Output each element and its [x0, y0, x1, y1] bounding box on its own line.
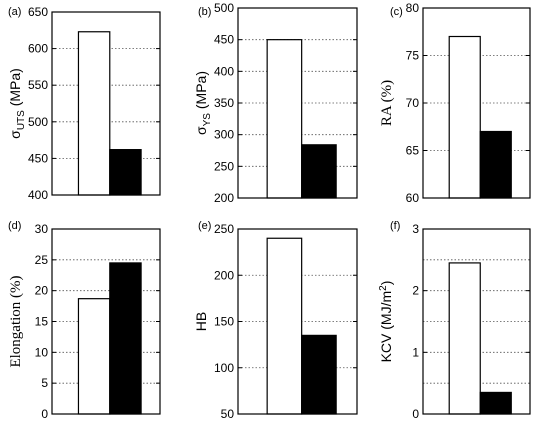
- y-tick-label: 150: [214, 315, 234, 329]
- y-tick-label: 50: [221, 407, 235, 421]
- y-tick-label: 650: [28, 5, 48, 19]
- bar-2: [109, 262, 142, 415]
- y-tick-label: 3: [412, 222, 419, 236]
- y-tick-label: 550: [28, 78, 48, 92]
- y-tick-label: 65: [406, 144, 420, 158]
- bar-2: [109, 149, 142, 196]
- y-tick-label: 250: [214, 222, 234, 236]
- bar-2: [479, 130, 512, 199]
- y-tick-label: 350: [214, 96, 234, 110]
- y-axis-label: Elongation (%): [8, 275, 24, 367]
- bar-2: [479, 391, 512, 415]
- panel-label: (d): [8, 220, 21, 232]
- y-tick-label: 200: [214, 268, 234, 282]
- y-tick-label: 450: [28, 151, 48, 165]
- y-tick-label: 75: [406, 49, 420, 63]
- y-tick-label: 25: [35, 253, 49, 267]
- y-tick-label: 20: [35, 284, 49, 298]
- panel-e: (e) 50 100 150 200 250 HB: [193, 220, 358, 421]
- y-tick-label: 5: [41, 376, 48, 390]
- bar-1: [266, 237, 303, 415]
- y-tick-label: 15: [35, 315, 49, 329]
- y-tick-label: 100: [214, 361, 234, 375]
- y-tick-label: 0: [41, 407, 48, 421]
- y-axis-label: σYS (MPa): [193, 71, 213, 135]
- plot-frame: [422, 228, 531, 415]
- y-tick-label: 2: [412, 284, 419, 298]
- bar-2: [301, 144, 337, 199]
- panel-label: (e): [198, 220, 211, 232]
- y-tick-label: 70: [406, 96, 420, 110]
- y-tick-label: 450: [214, 33, 234, 47]
- y-tick-label: 30: [35, 222, 49, 236]
- panel-label: (f): [390, 220, 400, 232]
- bar-2: [301, 334, 337, 415]
- y-tick-label: 300: [214, 128, 234, 142]
- y-tick-label: 10: [35, 345, 49, 359]
- bar-1: [77, 31, 111, 196]
- bar-1: [266, 39, 303, 199]
- bar-1: [448, 262, 481, 415]
- panel-b: (b) 200 250 300 350 400 450 500 σYS (MPa): [193, 1, 358, 205]
- y-tick-label: 500: [214, 1, 234, 15]
- y-tick-label: 500: [28, 115, 48, 129]
- y-tick-label: 200: [214, 191, 234, 205]
- y-axis-label: KCV (MJ/m2): [378, 281, 394, 363]
- panel-c: (c) 60 65 70 75 80 RA (%): [379, 1, 531, 205]
- y-axis-label: σUTS (MPa): [7, 68, 27, 139]
- y-tick-label: 400: [28, 188, 48, 202]
- y-tick-label: 60: [406, 191, 420, 205]
- y-tick-label: 250: [214, 159, 234, 173]
- y-tick-label: 400: [214, 64, 234, 78]
- y-axis-label: HB: [193, 312, 209, 331]
- panel-a: (a) 400 450 500 550 600 650 σUTS (MPa): [7, 5, 161, 202]
- panel-label: (b): [198, 6, 211, 18]
- y-tick-label: 600: [28, 42, 48, 56]
- bar-1: [77, 298, 111, 415]
- panel-label: (c): [390, 6, 403, 18]
- y-tick-label: 0: [412, 407, 419, 421]
- y-tick-label: 1: [412, 345, 419, 359]
- plot-frame: [51, 11, 161, 196]
- bar-1: [448, 35, 481, 199]
- y-axis-label: RA (%): [379, 80, 395, 126]
- y-tick-label: 80: [406, 1, 420, 15]
- panel-label: (a): [8, 6, 21, 18]
- panel-d: (d) 0 5 10 15 20 25 30 Elongation (%): [8, 220, 161, 421]
- panel-f: (f) 0 1 2 3 KCV (MJ/m2): [378, 220, 531, 421]
